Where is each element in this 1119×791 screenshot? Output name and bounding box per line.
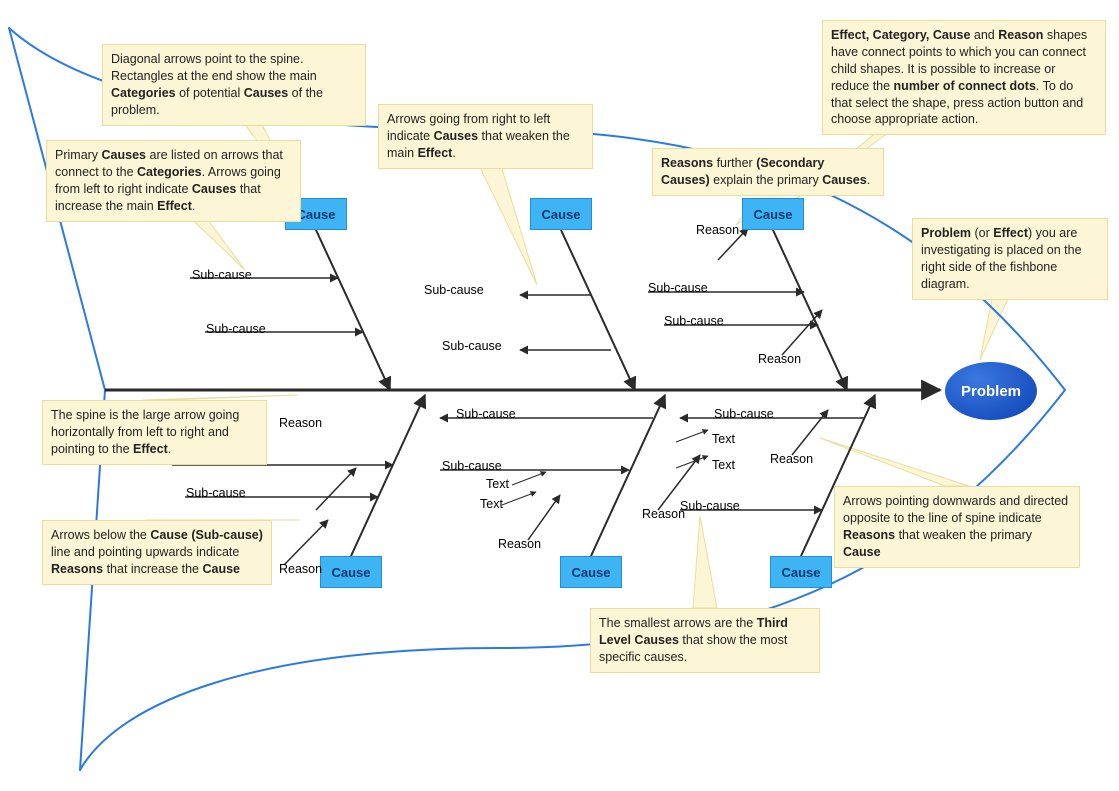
cause-box: Cause	[742, 198, 804, 230]
reason-arrow	[792, 410, 828, 455]
reason-arrow	[528, 495, 560, 540]
reason-label: Reason	[642, 507, 685, 521]
cause-box: Cause	[770, 556, 832, 588]
thirdlevel-arrow	[676, 430, 708, 442]
reason-label: Reason	[758, 352, 801, 366]
callout-note: Effect, Category, Cause and Reason shape…	[822, 20, 1106, 135]
category-bone	[316, 230, 390, 390]
callout-note: Primary Causes are listed on arrows that…	[46, 140, 301, 222]
callout-note: The spine is the large arrow going horiz…	[42, 400, 267, 465]
subcause-label: Sub-cause	[456, 407, 516, 421]
callout-note: Problem (or Effect) you are investigatin…	[912, 218, 1108, 300]
reason-label: Reason	[279, 416, 322, 430]
subcause-label: Sub-cause	[664, 314, 724, 328]
subcause-label: Sub-cause	[206, 322, 266, 336]
reason-arrow	[782, 310, 822, 355]
reason-label: Reason	[498, 537, 541, 551]
category-bone	[351, 395, 425, 556]
subcause-label: Sub-cause	[648, 281, 708, 295]
callout-tail	[474, 154, 538, 285]
reason-label: Reason	[696, 223, 739, 237]
callout-note: Reasons further (Secondary Causes) expla…	[652, 148, 884, 196]
category-bone	[773, 230, 847, 390]
callout-note: Arrows going from right to left indicate…	[378, 104, 593, 169]
text-label: Text	[480, 497, 503, 511]
cause-box: Cause	[320, 556, 382, 588]
cause-box: Cause	[560, 556, 622, 588]
subcause-label: Sub-cause	[442, 339, 502, 353]
callout-note: Arrows pointing downwards and directed o…	[834, 486, 1080, 568]
category-bone	[561, 230, 635, 390]
reason-arrow	[316, 468, 356, 510]
text-label: Text	[712, 432, 735, 446]
callout-tail	[693, 516, 717, 608]
text-label: Text	[486, 477, 509, 491]
callout-note: Arrows below the Cause (Sub-cause) line …	[42, 520, 272, 585]
subcause-label: Sub-cause	[192, 268, 252, 282]
callout-note: Diagonal arrows point to the spine. Rect…	[102, 44, 366, 126]
category-bone	[591, 395, 665, 556]
subcause-label: Sub-cause	[680, 499, 740, 513]
reason-label: Reason	[770, 452, 813, 466]
subcause-label: Sub-cause	[442, 459, 502, 473]
thirdlevel-arrow	[502, 492, 536, 505]
subcause-label: Sub-cause	[424, 283, 484, 297]
subcause-label: Sub-cause	[714, 407, 774, 421]
problem-effect: Problem	[945, 362, 1037, 420]
subcause-label: Sub-cause	[186, 486, 246, 500]
cause-box: Cause	[530, 198, 592, 230]
callout-tail	[820, 438, 969, 486]
fishbone-canvas: CauseCauseCauseCauseCauseCauseProblemSub…	[0, 0, 1119, 791]
reason-label: Reason	[279, 562, 322, 576]
text-label: Text	[712, 458, 735, 472]
callout-note: The smallest arrows are the Third Level …	[590, 608, 820, 673]
thirdlevel-arrow	[512, 472, 546, 485]
